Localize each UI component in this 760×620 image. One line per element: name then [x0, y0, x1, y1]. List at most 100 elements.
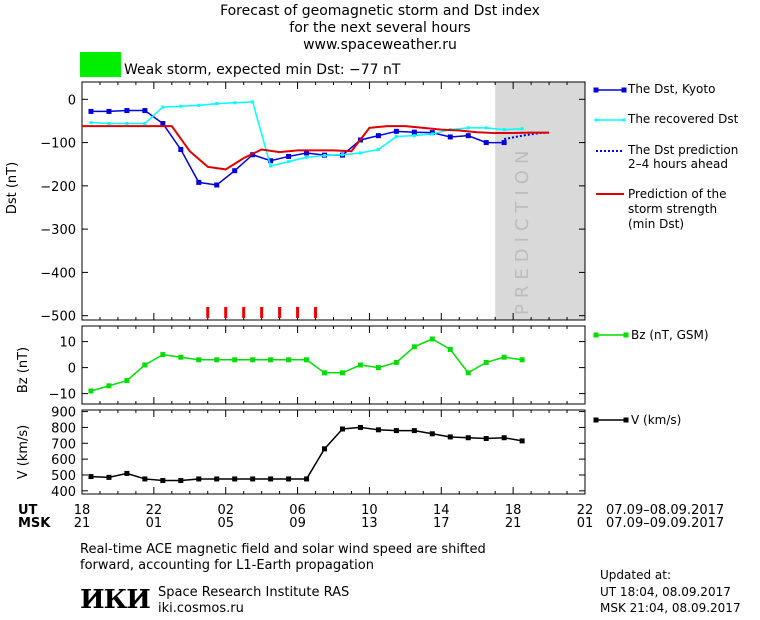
data-point — [232, 357, 238, 363]
data-point — [411, 344, 417, 350]
data-point — [88, 388, 94, 394]
msk-tick-label: 01 — [577, 516, 594, 531]
data-point — [447, 434, 453, 440]
msk-tick-label: 21 — [74, 516, 91, 531]
data-point — [125, 122, 129, 126]
y-tick-label: −10 — [49, 388, 76, 403]
data-point — [375, 133, 381, 139]
data-point — [430, 132, 434, 136]
data-point — [124, 378, 130, 384]
storm-level-indicator — [80, 52, 121, 77]
legend-marker — [623, 417, 629, 423]
data-point — [429, 336, 435, 342]
v-axis-label: V (km/s) — [16, 424, 31, 480]
data-point — [196, 476, 202, 482]
data-point — [304, 150, 310, 156]
data-point — [501, 140, 507, 146]
data-point — [447, 134, 453, 140]
legend-marker — [621, 87, 627, 93]
data-point — [88, 108, 94, 114]
msk-tick-label: 17 — [433, 516, 450, 531]
storm-marker — [278, 307, 282, 318]
chart-title: Forecast of geomagnetic storm and Dst in… — [220, 3, 540, 19]
data-point — [322, 370, 328, 376]
y-tick-label: −100 — [40, 137, 76, 152]
data-point — [286, 153, 292, 159]
site-url: www.spaceweather.ru — [303, 37, 457, 53]
series-line-0-3 — [82, 125, 550, 171]
legend-dst-prediction-1: The Dst prediction — [628, 143, 739, 157]
data-point — [357, 362, 363, 368]
data-point — [447, 346, 453, 352]
data-point — [411, 129, 417, 135]
data-point — [214, 357, 220, 363]
ut-tick-label: 06 — [289, 503, 306, 518]
data-point — [466, 126, 470, 130]
msk-tick-label: 01 — [146, 516, 163, 531]
storm-forecast-label: Weak storm, expected min Dst: −77 nT — [124, 62, 401, 78]
data-point — [268, 158, 274, 164]
data-point — [484, 126, 488, 130]
data-point — [304, 476, 310, 482]
y-tick-label: 900 — [51, 406, 76, 421]
data-point — [89, 121, 93, 125]
series-line-1-0 — [90, 338, 523, 392]
data-point — [160, 352, 166, 358]
institute-name: Space Research Institute RAS — [158, 585, 350, 600]
data-point — [178, 478, 184, 484]
data-point — [232, 168, 238, 174]
data-point — [142, 108, 148, 114]
legend-marker — [593, 332, 599, 338]
data-point — [411, 428, 417, 434]
legend-strength-2: storm strength — [628, 202, 718, 216]
ut-tick-label: 02 — [217, 503, 234, 518]
storm-marker — [206, 307, 210, 318]
data-point — [357, 424, 363, 430]
series-line-2-0 — [90, 426, 523, 482]
data-point — [322, 446, 328, 452]
y-tick-label: 700 — [51, 437, 76, 452]
data-point — [197, 103, 201, 107]
legend-marker — [593, 417, 599, 423]
updated-label: Updated at: — [600, 568, 671, 582]
data-point — [88, 474, 94, 480]
storm-marker — [314, 307, 318, 318]
data-point — [304, 357, 310, 363]
legend-dst-recovered: The recovered Dst — [628, 112, 739, 126]
data-point — [501, 435, 507, 441]
legend-marker — [622, 118, 626, 122]
msk-tick-label: 21 — [505, 516, 522, 531]
ut-tick-label: 18 — [505, 503, 522, 518]
propagation-note-1: Real-time ACE magnetic field and solar w… — [80, 542, 486, 557]
data-point — [502, 128, 506, 132]
y-tick-label: 500 — [51, 469, 76, 484]
panel-frame-2 — [81, 409, 586, 495]
data-point — [250, 357, 256, 363]
data-point — [233, 101, 237, 105]
data-point — [214, 182, 220, 188]
ut-tick-label: 18 — [74, 503, 91, 518]
data-point — [124, 470, 130, 476]
legend-dst-kyoto: The Dst, Kyoto — [628, 82, 716, 96]
ut-tick-label: 22 — [146, 503, 163, 518]
data-point — [250, 476, 256, 482]
data-point — [286, 357, 292, 363]
legend-marker — [623, 332, 629, 338]
data-point — [375, 365, 381, 371]
y-tick-label: −500 — [40, 310, 76, 325]
data-point — [519, 438, 525, 444]
data-point — [196, 179, 202, 185]
data-point — [142, 476, 148, 482]
data-point — [106, 108, 112, 114]
data-point — [106, 383, 112, 389]
storm-marker — [260, 307, 264, 318]
updated-msk: MSK 21:04, 08.09.2017 — [600, 601, 741, 615]
iki-logo: ИКИ — [80, 585, 151, 615]
data-point — [501, 354, 507, 360]
data-point — [286, 476, 292, 482]
data-point — [107, 122, 111, 126]
ut-date-range: 07.09–08.09.2017 — [606, 503, 725, 518]
y-tick-label: −300 — [40, 223, 76, 238]
data-point — [269, 164, 273, 168]
